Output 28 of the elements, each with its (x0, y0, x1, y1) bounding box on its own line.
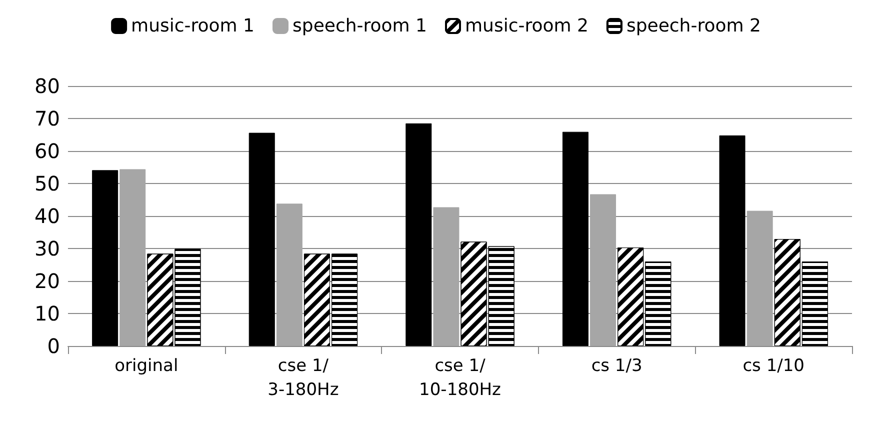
y-tick-label: 70 (34, 106, 60, 130)
x-tick-label: cs 1/3 (591, 356, 642, 376)
bar (92, 170, 118, 346)
bar (590, 194, 616, 346)
y-tick-label: 50 (34, 172, 60, 196)
legend-label: music-room 1 (131, 16, 255, 36)
bar (406, 123, 432, 346)
legend-label: speech-room 1 (292, 16, 428, 36)
x-tick-label: cs 1/10 (742, 356, 804, 376)
y-tick-label: 20 (34, 269, 60, 293)
bar (120, 169, 146, 346)
x-tick-label: cse 1/10-180Hz (419, 356, 502, 400)
legend-label: music-room 2 (465, 16, 588, 36)
bar (433, 207, 460, 346)
bar (276, 204, 302, 346)
y-tick-label: 60 (34, 139, 60, 163)
y-tick-label: 0 (47, 334, 60, 358)
x-tick-label: original (114, 356, 178, 376)
bar (248, 132, 275, 346)
legend-label: speech-room 2 (626, 16, 761, 36)
bar (562, 132, 588, 346)
y-tick-label: 10 (34, 302, 60, 326)
y-tick-label: 30 (34, 236, 60, 260)
x-tick-label: cse 1/3-180Hz (268, 356, 339, 400)
y-tick-label: 40 (34, 204, 60, 228)
y-tick-label: 80 (34, 74, 60, 98)
bar (746, 210, 773, 346)
bar (719, 135, 746, 346)
